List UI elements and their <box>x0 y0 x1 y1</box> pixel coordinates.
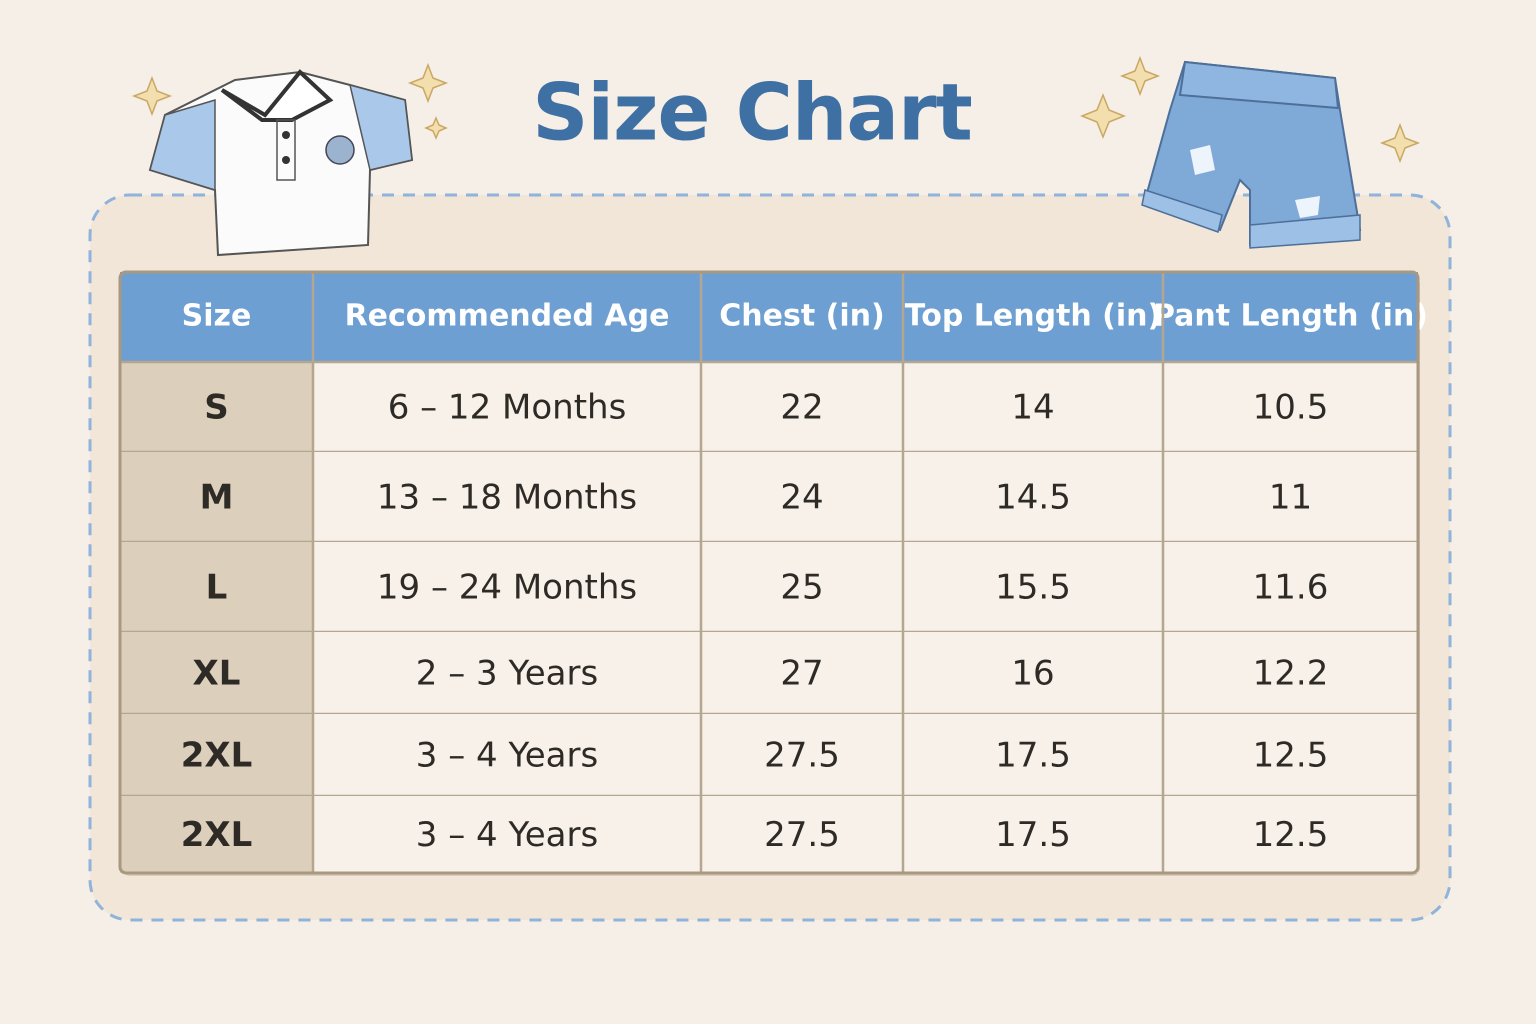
cell: 15.5 <box>995 568 1071 608</box>
title: Size Chart <box>532 68 972 158</box>
cell: 3 – 4 Years <box>416 815 598 855</box>
cell: 27.5 <box>764 815 840 855</box>
table-border <box>118 270 1420 875</box>
column-header: Pant Length (in) <box>1153 299 1428 334</box>
size-cell-bg <box>120 796 313 873</box>
shorts-illustration <box>1141 60 1362 249</box>
cell: 17.5 <box>995 736 1071 776</box>
cell: 24 <box>780 478 823 518</box>
row-bg <box>313 632 1418 714</box>
cell: 27 <box>780 654 823 694</box>
cell: 2 – 3 Years <box>416 654 598 694</box>
size-label: 2XL <box>181 815 253 855</box>
row-bg <box>313 714 1418 796</box>
cell: 12.5 <box>1253 736 1329 776</box>
size-cell-bg <box>120 632 313 714</box>
cell: 12.2 <box>1253 654 1329 694</box>
row-bg <box>313 452 1418 542</box>
size-cell-bg <box>120 714 313 796</box>
cell: 14.5 <box>995 478 1071 518</box>
cell: 11.6 <box>1253 568 1329 608</box>
column-header: Top Length (in) <box>905 299 1162 334</box>
size-label: M <box>200 478 234 518</box>
size-label: L <box>206 568 228 608</box>
size-table: Size Recommended Age Chest (in) Top Length … <box>118 270 1428 876</box>
size-cell-bg <box>120 362 313 452</box>
row-bg <box>313 796 1418 873</box>
cell: 10.5 <box>1253 388 1329 428</box>
column-header: Size <box>182 299 252 334</box>
row-bg <box>313 362 1418 452</box>
column-header: Chest (in) <box>719 299 884 334</box>
column-header: Recommended Age <box>345 299 670 334</box>
cell: 22 <box>780 388 823 428</box>
shirt-illustration <box>148 69 414 257</box>
cell: 25 <box>780 568 823 608</box>
size-label: 2XL <box>181 736 253 776</box>
size-cell-bg <box>120 452 313 542</box>
cell: 16 <box>1011 654 1054 694</box>
cell: 6 – 12 Months <box>388 388 627 428</box>
cell: 27.5 <box>764 736 840 776</box>
cell: 3 – 4 Years <box>416 736 598 776</box>
cell: 11 <box>1269 478 1312 518</box>
row-bg <box>313 542 1418 632</box>
cell: 17.5 <box>995 815 1071 855</box>
cell: 14 <box>1011 388 1054 428</box>
header-row <box>120 272 1418 362</box>
cell: 12.5 <box>1253 815 1329 855</box>
cell: 19 – 24 Months <box>377 568 637 608</box>
size-label: S <box>204 388 229 428</box>
sparkles <box>131 55 1421 164</box>
size-cell-bg <box>120 542 313 632</box>
cell: 13 – 18 Months <box>377 478 637 518</box>
size-label: XL <box>193 654 241 694</box>
